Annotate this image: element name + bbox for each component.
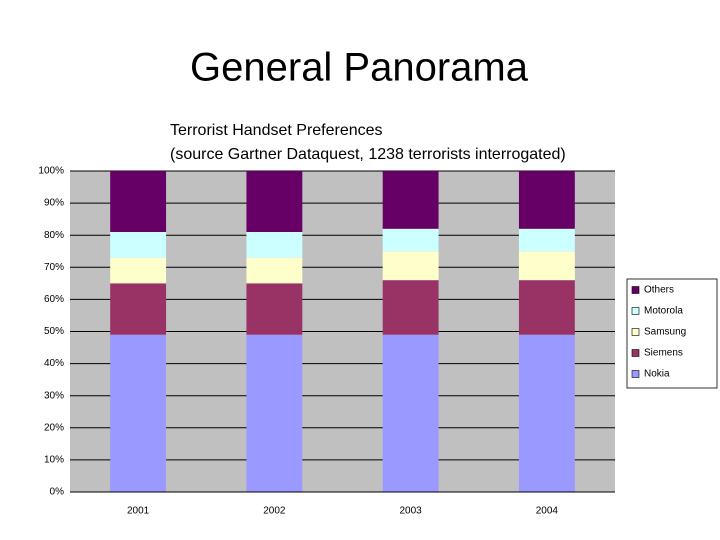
bar-segment	[110, 231, 167, 258]
x-tick-label: 2003	[400, 506, 423, 517]
legend-label: Motorola	[644, 306, 683, 317]
legend-swatch	[631, 307, 640, 315]
chart-subtitle: (source Gartner Dataquest, 1238 terroris…	[170, 146, 566, 163]
bar-segment	[382, 251, 439, 281]
bar-segment	[246, 231, 303, 258]
bar-segment	[518, 251, 575, 281]
bar-segment	[382, 228, 439, 252]
y-tick-label: 100%	[38, 166, 64, 177]
legend-swatch	[631, 349, 640, 357]
legend-label: Others	[644, 285, 674, 296]
y-tick-label: 20%	[44, 422, 64, 433]
bar-segment	[518, 280, 575, 335]
legend-label: Siemens	[644, 348, 683, 359]
y-tick-label: 50%	[44, 326, 64, 337]
legend-swatch	[631, 286, 640, 294]
bar-segment	[382, 334, 439, 492]
bar-segment	[382, 171, 439, 229]
bar-segment	[110, 171, 167, 232]
x-tick-label: 2004	[536, 506, 559, 517]
y-tick-label: 70%	[44, 262, 64, 273]
y-tick-label: 60%	[44, 294, 64, 305]
bar-segment	[246, 171, 303, 232]
chart-title: Terrorist Handset Preferences	[170, 122, 383, 139]
bar-segment	[246, 257, 303, 284]
legend-box	[626, 278, 718, 389]
y-tick-label: 40%	[44, 358, 64, 369]
bar-segment	[110, 334, 167, 492]
bar-segment	[518, 171, 575, 229]
bar-segment	[246, 283, 303, 335]
bar-segment	[518, 334, 575, 492]
x-tick-label: 2001	[127, 506, 150, 517]
y-tick-label: 10%	[44, 455, 64, 466]
legend-label: Samsung	[644, 327, 686, 338]
y-tick-label: 80%	[44, 230, 64, 241]
legend-label: Nokia	[644, 369, 670, 380]
x-tick-label: 2002	[263, 506, 286, 517]
bar-segment	[246, 334, 303, 492]
legend-swatch	[631, 328, 640, 336]
bar-segment	[110, 257, 167, 284]
legend-swatch	[631, 370, 640, 378]
y-tick-label: 90%	[44, 198, 64, 209]
y-tick-label: 0%	[50, 487, 65, 498]
bar-segment	[110, 283, 167, 335]
slide-title: General Panorama	[190, 46, 529, 90]
bar-segment	[382, 280, 439, 335]
bar-segment	[518, 228, 575, 252]
y-tick-label: 30%	[44, 390, 64, 401]
